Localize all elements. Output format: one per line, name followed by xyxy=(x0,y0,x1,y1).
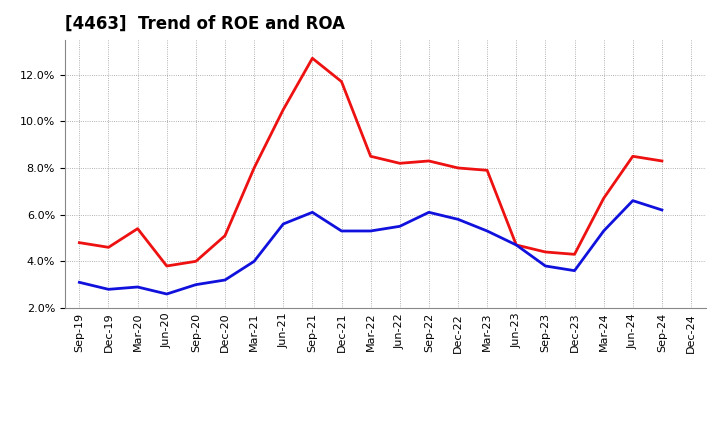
ROE xyxy=(483,168,492,173)
ROE xyxy=(337,79,346,84)
ROA xyxy=(395,224,404,229)
ROE xyxy=(657,158,666,164)
ROE xyxy=(75,240,84,245)
ROA xyxy=(250,259,258,264)
ROE xyxy=(279,107,287,112)
ROE xyxy=(163,264,171,269)
ROA xyxy=(512,242,521,248)
ROE xyxy=(133,226,142,231)
ROE xyxy=(599,196,608,201)
ROE xyxy=(629,154,637,159)
ROE xyxy=(512,242,521,248)
ROE xyxy=(308,55,317,61)
ROA xyxy=(337,228,346,234)
ROE xyxy=(454,165,462,171)
ROA xyxy=(483,228,492,234)
ROE xyxy=(220,233,229,238)
Text: [4463]  Trend of ROE and ROA: [4463] Trend of ROE and ROA xyxy=(65,15,345,33)
ROE xyxy=(425,158,433,164)
ROE xyxy=(570,252,579,257)
ROA xyxy=(629,198,637,203)
ROA xyxy=(163,291,171,297)
ROA xyxy=(133,284,142,290)
Line: ROE: ROE xyxy=(79,58,662,266)
ROA xyxy=(308,210,317,215)
ROA xyxy=(454,216,462,222)
ROE xyxy=(104,245,113,250)
ROA xyxy=(279,221,287,227)
ROA xyxy=(541,264,550,269)
ROA xyxy=(220,277,229,282)
ROA xyxy=(192,282,200,287)
ROE xyxy=(366,154,375,159)
ROE xyxy=(250,165,258,171)
ROA xyxy=(657,207,666,213)
ROA xyxy=(75,280,84,285)
ROE xyxy=(192,259,200,264)
ROA xyxy=(104,287,113,292)
ROE xyxy=(541,249,550,255)
Line: ROA: ROA xyxy=(79,201,662,294)
ROA xyxy=(599,228,608,234)
ROA xyxy=(425,210,433,215)
ROE xyxy=(395,161,404,166)
ROA xyxy=(570,268,579,273)
ROA xyxy=(366,228,375,234)
